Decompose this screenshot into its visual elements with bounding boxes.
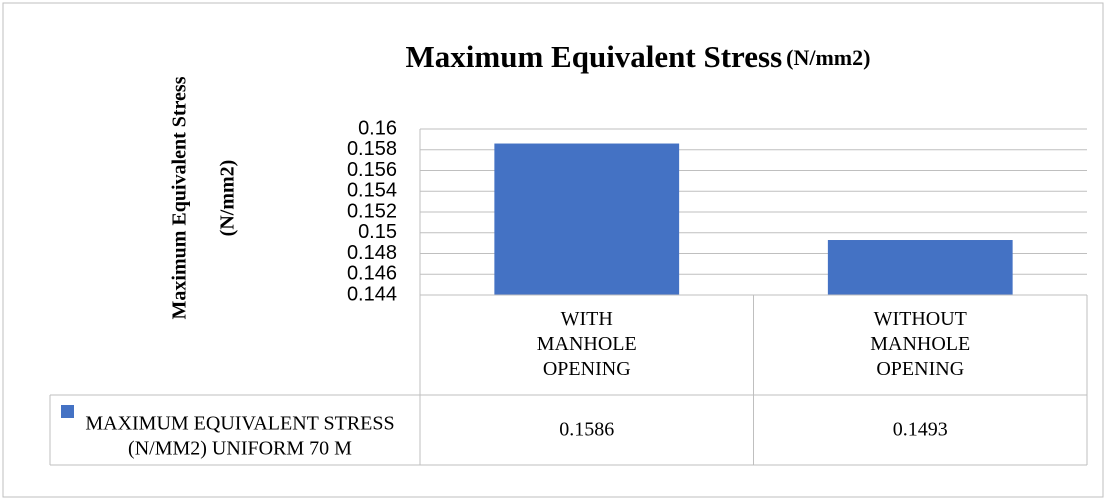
bar [827,240,1013,295]
y-axis-label: (N/mm2) [217,160,239,237]
y-tick-label: 0.15 [358,221,397,243]
y-tick-label: 0.158 [347,138,397,160]
y-tick-label: 0.152 [347,200,397,222]
legend-label: MAXIMUM EQUIVALENT STRESS (N/MM2) UNIFORM… [85,412,394,459]
y-tick-label: 0.154 [347,180,397,202]
table-value: 0.1493 [893,419,948,441]
legend-marker [61,405,74,418]
x-tick-label: WITHOUT MANHOLE OPENING [870,308,970,380]
y-tick-label: 0.148 [347,242,397,264]
y-axis-label: Maximum Equivalent Stress [169,76,191,319]
title-main: Maximum Equivalent Stress [406,39,783,74]
bar [494,143,680,295]
y-tick-label: 0.144 [347,283,397,305]
y-tick-label: 0.16 [358,117,397,139]
chart-title: Maximum Equivalent Stress (N/mm2) [406,39,871,74]
x-tick-label: WITH MANHOLE OPENING [537,308,637,380]
y-tick-label: 0.146 [347,263,397,285]
y-tick-label: 0.156 [347,159,397,181]
table-value: 0.1586 [559,419,614,441]
title-unit: (N/mm2) [786,45,870,70]
